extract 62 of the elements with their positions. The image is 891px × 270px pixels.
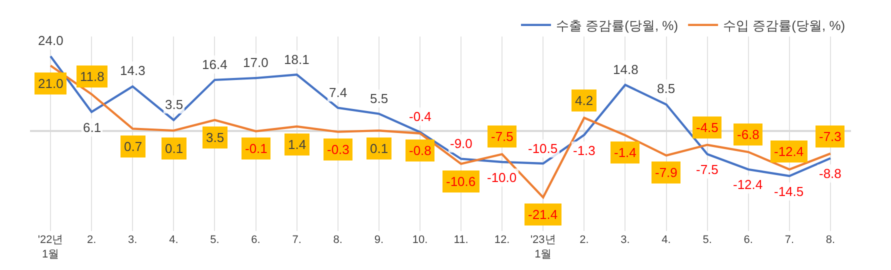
x-tick-label: 6. — [251, 234, 260, 246]
data-label: -7.3 — [819, 129, 842, 144]
x-tick-label: '23년 1월 — [530, 234, 556, 260]
data-label: -14.5 — [774, 184, 804, 199]
data-label: -0.8 — [409, 143, 432, 158]
data-label: -10.0 — [487, 170, 517, 185]
data-label: 24.0 — [38, 33, 64, 48]
x-tick-label: 7. — [292, 234, 302, 246]
data-label: -7.5 — [491, 129, 514, 144]
data-label: 14.8 — [613, 62, 638, 77]
data-label: 0.7 — [124, 139, 142, 154]
data-label: -1.3 — [573, 143, 596, 158]
data-label: -10.5 — [528, 141, 558, 156]
data-label: -0.4 — [409, 109, 432, 124]
x-tick-label: 5. — [210, 234, 220, 246]
data-label: -8.8 — [819, 166, 842, 181]
data-label: -6.8 — [737, 127, 760, 142]
x-tick-label: 7. — [784, 234, 794, 246]
x-tick-label: 12. — [494, 234, 510, 246]
data-label: 3.5 — [206, 130, 224, 145]
x-tick-label: 9. — [374, 234, 384, 246]
data-label: -7.9 — [655, 165, 678, 180]
data-label: 3.5 — [165, 97, 184, 112]
data-label: -12.4 — [733, 177, 763, 192]
x-tick-label: 5. — [702, 234, 712, 246]
data-label: -0.1 — [245, 141, 268, 156]
data-label: -21.4 — [528, 207, 558, 222]
data-label: -12.4 — [774, 144, 804, 159]
x-tick-label: 3. — [620, 234, 630, 246]
data-label: 18.1 — [284, 52, 310, 67]
x-tick-label: '22년 1월 — [38, 234, 64, 260]
x-tick-label: 3. — [128, 234, 138, 246]
x-tick-label: 4. — [169, 234, 178, 246]
data-label: 1.4 — [288, 137, 306, 152]
x-tick-label: 4. — [662, 234, 671, 246]
data-label: -0.3 — [327, 142, 350, 157]
x-tick-label: 11. — [454, 234, 468, 246]
x-tick-label: 6. — [744, 234, 753, 246]
x-tick-label: 2. — [86, 234, 96, 246]
x-tick-label: 8. — [333, 234, 342, 246]
data-label: -7.5 — [696, 162, 718, 177]
data-label: 17.0 — [243, 55, 268, 70]
data-label: 16.4 — [202, 57, 228, 72]
data-label: 4.2 — [575, 93, 594, 108]
x-tick-label: 8. — [826, 234, 836, 246]
data-label: 14.3 — [120, 63, 146, 78]
data-label: 6.1 — [83, 120, 102, 135]
x-tick-label: 10. — [412, 234, 428, 246]
data-label: -4.5 — [696, 120, 718, 135]
data-label: 21.0 — [38, 76, 64, 91]
data-label: 0.1 — [165, 141, 184, 156]
data-label: 8.5 — [657, 81, 676, 96]
data-label: -1.4 — [614, 145, 636, 160]
x-tick-label: 2. — [580, 234, 589, 246]
data-label: -10.6 — [446, 174, 476, 189]
data-label: 11.8 — [80, 69, 104, 84]
data-label: -9.0 — [450, 136, 472, 151]
data-label: 0.1 — [370, 141, 388, 156]
legend-label: 수입 증감률(당월, %) — [723, 18, 846, 34]
data-label: 5.5 — [370, 91, 388, 106]
legend-label: 수출 증감률(당월, %) — [556, 18, 678, 34]
data-label: 7.4 — [329, 85, 348, 100]
